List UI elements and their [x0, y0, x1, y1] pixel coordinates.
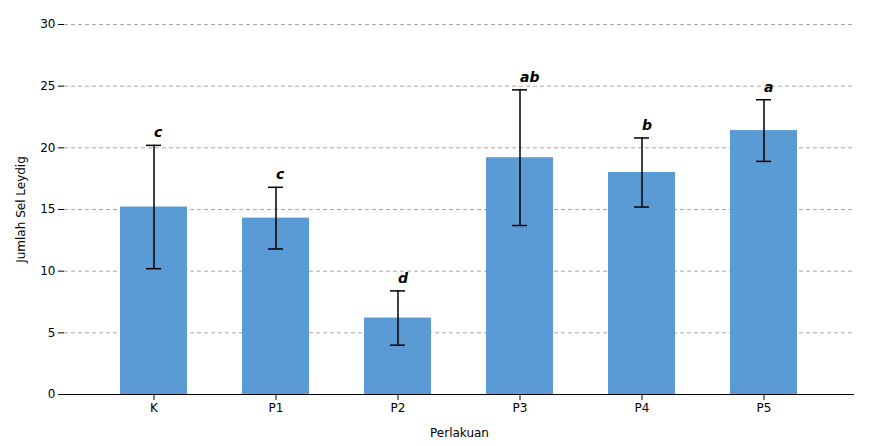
svg-text:P2: P2: [391, 401, 406, 415]
svg-text:Perlakuan: Perlakuan: [430, 426, 489, 440]
svg-text:P3: P3: [513, 401, 528, 415]
svg-text:b: b: [642, 117, 652, 133]
svg-text:a: a: [764, 79, 773, 95]
svg-text:P4: P4: [635, 401, 650, 415]
svg-text:5: 5: [48, 326, 56, 340]
svg-text:c: c: [276, 166, 285, 182]
svg-text:Jumlah Sel Leydig: Jumlah Sel Leydig: [14, 156, 28, 264]
svg-text:d: d: [398, 270, 409, 286]
svg-text:20: 20: [40, 141, 55, 155]
svg-text:P5: P5: [757, 401, 772, 415]
svg-text:30: 30: [40, 17, 55, 31]
svg-text:10: 10: [40, 264, 55, 278]
svg-text:15: 15: [40, 202, 55, 216]
svg-text:P1: P1: [269, 401, 284, 415]
svg-text:0: 0: [48, 387, 56, 401]
svg-text:25: 25: [40, 79, 55, 93]
svg-text:K: K: [150, 401, 159, 415]
svg-text:ab: ab: [520, 69, 539, 85]
svg-text:c: c: [154, 124, 163, 140]
